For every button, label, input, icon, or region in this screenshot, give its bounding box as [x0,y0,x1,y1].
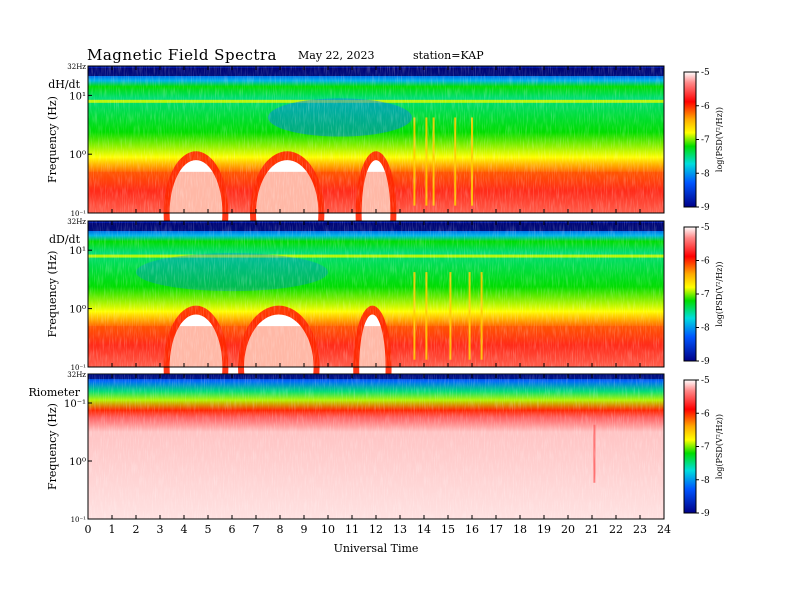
colorbar-tick-label-2: -7 [701,290,710,300]
x-tick-label-8: 8 [277,523,284,536]
station-label: station=KAP [413,49,484,62]
y-tick-label-2: 10⁰ [69,150,86,161]
panel-label: dH/dt [48,78,80,91]
colorbar [683,226,697,362]
colorbar-tick-label-3: -8 [701,476,710,486]
y-tick-label-2: 10⁰ [69,305,86,316]
figure-date: May 22, 2023 [298,49,375,62]
colorbar-tick-label-4: -9 [701,203,710,213]
x-tick-label-9: 9 [301,523,308,536]
x-tick-label-0: 0 [85,523,92,536]
x-tick-label-15: 15 [441,523,455,536]
y-axis-label: Frequency (Hz) [46,96,59,183]
panel-label: Riometer [28,386,80,399]
x-tick-label-22: 22 [609,523,623,536]
spectrogram-panel-1: 32Hz 10¹ 10⁰ 10⁻¹ dH/dt Frequency (Hz) -5 -6 -7 -… [46,63,724,275]
x-tick-label-24: 24 [657,523,671,536]
colorbar-tick-label-0: -5 [701,68,710,78]
noise-texture [88,221,664,367]
x-axis-label: Universal Time [334,542,419,555]
y-tick-label-0: 32Hz [67,218,86,226]
colorbar-tick-label-4: -9 [701,509,710,519]
y-axis-label: Frequency (Hz) [46,403,59,490]
x-tick-label-2: 2 [133,523,140,536]
panel-label: dD/dt [49,233,81,246]
x-tick-label-5: 5 [205,523,212,536]
x-tick-label-3: 3 [157,523,164,536]
y-axis-label: Frequency (Hz) [46,251,59,338]
colorbar-label: log(PSD(V²/Hz)) [715,261,724,326]
colorbar-tick-label-3: -8 [701,324,710,334]
x-tick-label-14: 14 [417,523,431,536]
colorbar [683,379,697,514]
y-tick-label-1: 10¹ [69,246,86,257]
x-tick-label-21: 21 [585,523,599,536]
x-tick-label-11: 11 [345,523,359,536]
x-tick-label-4: 4 [181,523,188,536]
x-tick-label-17: 17 [489,523,503,536]
x-tick-label-12: 12 [369,523,383,536]
y-tick-label-1: 10⁻¹ [64,399,86,410]
y-tick-label-1: 10¹ [69,91,86,102]
y-tick-label-2: 10⁰ [69,457,86,468]
x-tick-label-19: 19 [537,523,551,536]
colorbar-tick-label-3: -8 [701,169,710,179]
colorbar [683,71,697,208]
x-tick-label-7: 7 [253,523,260,536]
y-tick-label-3: 10⁻¹ [71,210,87,218]
figure-title: Magnetic Field Spectra [87,46,277,64]
y-tick-label-3: 10⁻¹ [71,364,87,372]
colorbar-tick-label-1: -6 [701,102,710,112]
y-tick-label-3: 10⁻¹ [71,516,87,524]
x-tick-label-23: 23 [633,523,647,536]
x-tick-label-20: 20 [561,523,575,536]
colorbar-tick-label-2: -7 [701,443,710,453]
colorbar-tick-label-0: -5 [701,223,710,233]
colorbar-tick-label-1: -6 [701,257,710,267]
x-tick-label-6: 6 [229,523,236,536]
colorbar-label: log(PSD(V²/Hz)) [715,414,724,479]
colorbar-label: log(PSD(V²/Hz)) [715,107,724,172]
x-tick-label-1: 1 [109,523,116,536]
noise-texture [88,66,664,213]
colorbar-tick-label-1: -6 [701,409,710,419]
y-tick-label-0: 32Hz [67,63,86,71]
y-tick-label-0: 32Hz [67,371,86,379]
colorbar-tick-label-4: -9 [701,357,710,367]
noise-texture [88,374,664,519]
x-tick-label-10: 10 [321,523,335,536]
colorbar-tick-label-0: -5 [701,376,710,386]
colorbar-tick-label-2: -7 [701,136,710,146]
x-tick-label-13: 13 [393,523,407,536]
x-tick-label-18: 18 [513,523,527,536]
x-tick-label-16: 16 [465,523,479,536]
